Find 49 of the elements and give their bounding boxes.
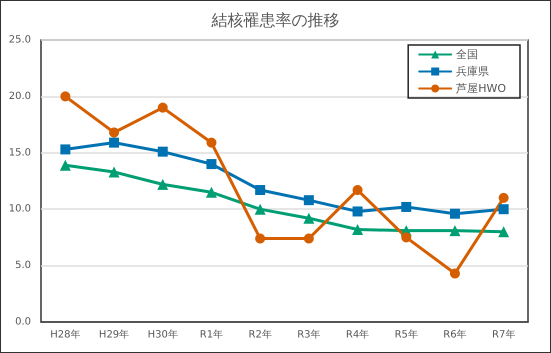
x-tick-label: H28年 xyxy=(50,328,80,340)
point xyxy=(498,192,509,203)
point xyxy=(352,224,364,236)
point xyxy=(109,138,120,148)
y-tick-label: 15.0 xyxy=(8,147,31,158)
y-tick-label: 5.0 xyxy=(15,260,31,272)
point xyxy=(304,195,314,206)
point xyxy=(206,138,216,148)
point xyxy=(60,160,71,171)
legend-label: 芦屋HWO xyxy=(456,82,506,95)
y-tick-label: 10.0 xyxy=(8,204,31,215)
x-tick-label: H30年 xyxy=(148,328,178,340)
point xyxy=(60,144,70,154)
point xyxy=(157,178,168,190)
y-tick-label: 20.0 xyxy=(8,90,31,102)
point xyxy=(108,166,120,178)
y-tick-label: 0.0 xyxy=(15,316,31,328)
x-tick-label: R4年 xyxy=(346,328,370,340)
point xyxy=(449,225,460,236)
x-tick-label: H29年 xyxy=(98,328,130,340)
point xyxy=(255,234,266,244)
point xyxy=(109,128,120,138)
point xyxy=(158,146,168,157)
point xyxy=(254,204,266,215)
x-tick-label: R6年 xyxy=(443,328,467,340)
point xyxy=(60,91,70,102)
point xyxy=(255,185,266,196)
point xyxy=(352,185,363,196)
legend-label: 全国 xyxy=(456,48,478,61)
x-tick-label: R3年 xyxy=(297,328,321,340)
point xyxy=(206,159,216,170)
x-tick-label: R1年 xyxy=(200,328,224,340)
chart-title: 結核罹患率の推移 xyxy=(210,10,340,30)
point xyxy=(498,204,509,214)
legend-label: 兵庫県 xyxy=(456,65,490,78)
x-tick-label: R2年 xyxy=(248,328,272,340)
point xyxy=(450,208,460,219)
point xyxy=(450,268,460,278)
point xyxy=(303,212,314,224)
point xyxy=(304,234,314,244)
point xyxy=(158,102,168,113)
point xyxy=(206,186,217,198)
point xyxy=(401,202,412,212)
y-tick-label: 25.0 xyxy=(8,34,31,46)
point xyxy=(498,226,510,238)
x-tick-label: R5年 xyxy=(394,328,418,340)
point xyxy=(352,206,363,216)
x-tick-label: R7年 xyxy=(492,328,516,340)
point xyxy=(401,232,412,242)
